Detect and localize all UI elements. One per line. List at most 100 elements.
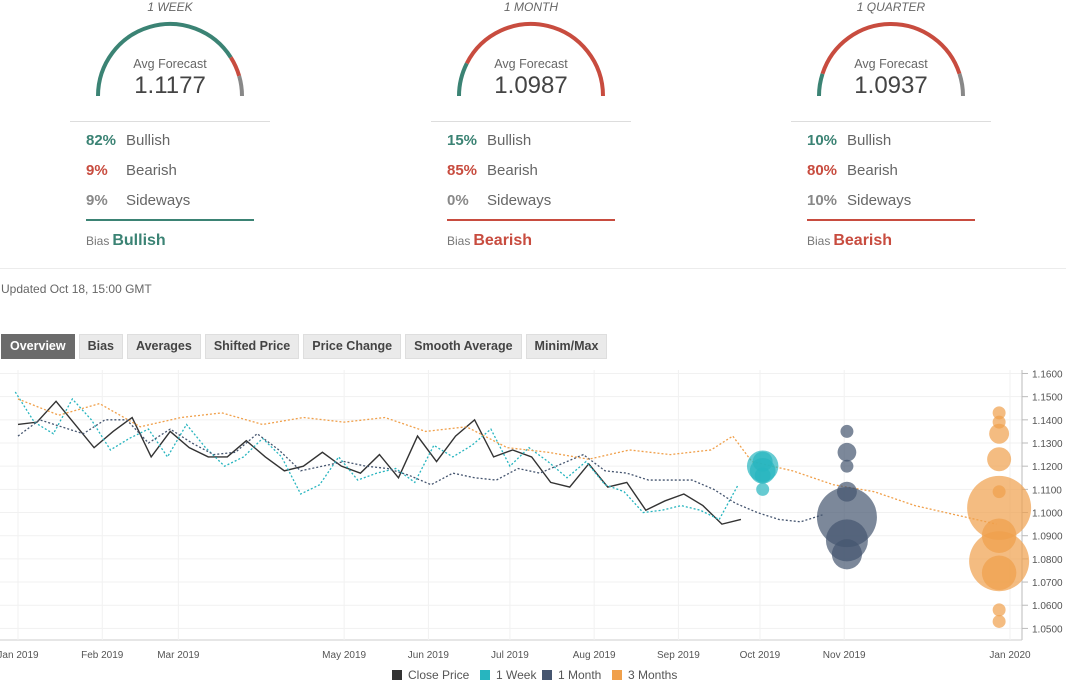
bullish-label: Bullish — [126, 132, 171, 149]
forecast-bubble — [752, 451, 773, 472]
bullish-row: 15% Bullish — [447, 132, 531, 149]
sideways-percent: 10% — [807, 192, 838, 209]
y-tick-label: 1.0500 — [1032, 624, 1063, 635]
bullish-label: Bullish — [847, 132, 892, 149]
bearish-row: 80% Bearish — [807, 162, 898, 179]
forecast-gauge — [457, 22, 605, 97]
bullish-row: 10% Bullish — [807, 132, 891, 149]
tab-averages[interactable]: Averages — [127, 334, 201, 359]
gauge-bullish-arc — [817, 73, 825, 97]
bias-value: Bullish — [112, 232, 166, 249]
y-tick-label: 1.1000 — [1032, 509, 1063, 520]
forecast-bubble — [837, 442, 857, 462]
y-tick-label: 1.1600 — [1032, 370, 1063, 380]
bearish-percent: 9% — [86, 162, 108, 179]
y-tick-label: 1.0800 — [1032, 555, 1063, 566]
forecast-bubble — [756, 482, 770, 496]
bias-label: Bias — [807, 234, 831, 248]
period-title: 1 QUARTER — [856, 0, 926, 14]
bearish-label: Bearish — [487, 162, 538, 179]
y-tick-label: 1.1300 — [1032, 439, 1063, 450]
series-line-3-months — [17, 398, 997, 525]
y-tick-label: 1.1100 — [1032, 485, 1062, 496]
avg-forecast-label: Avg Forecast — [494, 57, 568, 71]
y-tick-label: 1.1400 — [1032, 416, 1063, 427]
bias-value: Bearish — [473, 232, 533, 249]
tab-minim-max[interactable]: Minim/Max — [525, 334, 608, 359]
x-tick-label: Nov 2019 — [823, 650, 866, 661]
sideways-row: 0% Sideways — [447, 192, 551, 209]
forecast-bubble — [987, 447, 1012, 472]
sideways-row: 9% Sideways — [86, 192, 190, 209]
sideways-label: Sideways — [847, 192, 912, 209]
forecast-bubble — [754, 467, 771, 484]
bias-label: Bias — [86, 234, 110, 248]
legend-item[interactable]: 3 Months — [612, 668, 677, 681]
gauge-bullish-arc — [457, 62, 469, 97]
bearish-row: 85% Bearish — [447, 162, 538, 179]
forecast-bubble — [840, 424, 854, 438]
avg-forecast-value: 1.0937 — [854, 72, 928, 99]
bias-underline — [86, 219, 254, 221]
gauge-sideways-arc — [237, 75, 244, 97]
x-tick-label: Feb 2019 — [81, 650, 124, 661]
bearish-label: Bearish — [847, 162, 898, 179]
forecast-bubble — [840, 459, 854, 473]
forecast-bubble — [992, 614, 1006, 628]
x-tick-label: Jan 2020 — [989, 650, 1031, 661]
bearish-row: 9% Bearish — [86, 162, 177, 179]
period-title: 1 WEEK — [147, 0, 193, 14]
chart-legend: Close Price 1 Week 1 Month 3 Months — [392, 668, 677, 681]
x-tick-label: Mar 2019 — [157, 650, 200, 661]
bearish-percent: 80% — [807, 162, 838, 179]
legend-item[interactable]: 1 Month — [542, 668, 601, 681]
grid: 1.1600 1.1500 1.1400 1.1300 1.1200 1.1100 1.10… — [0, 370, 1063, 661]
bearish-percent: 85% — [447, 162, 478, 179]
tab-overview[interactable]: Overview — [1, 334, 75, 359]
forecast-gauge — [817, 22, 965, 97]
x-tick-label: May 2019 — [322, 650, 366, 661]
sideways-label: Sideways — [126, 192, 191, 209]
forecast-bubble — [981, 555, 1017, 591]
tab-smooth-average[interactable]: Smooth Average — [405, 334, 522, 359]
y-tick-label: 1.1200 — [1032, 462, 1063, 473]
y-tick-label: 1.0600 — [1032, 601, 1063, 612]
sideways-row: 10% Sideways — [807, 192, 911, 209]
bias-underline — [807, 219, 975, 221]
bullish-percent: 10% — [807, 132, 838, 149]
bullish-label: Bullish — [487, 132, 532, 149]
forecast-bubble — [831, 539, 863, 570]
bullish-percent: 15% — [447, 132, 478, 149]
section-divider — [0, 268, 1066, 269]
bullish-row: 82% Bullish — [86, 132, 170, 149]
y-tick-label: 1.0700 — [1032, 578, 1063, 589]
forecast-bubble — [967, 475, 1032, 540]
x-tick-label: Jun 2019 — [408, 650, 450, 661]
sideways-percent: 0% — [447, 192, 469, 209]
legend-item[interactable]: Close Price — [392, 668, 470, 681]
series-line-1-month — [17, 419, 823, 523]
divider — [791, 121, 991, 122]
bias-summary: Bias Bullish — [86, 232, 166, 250]
forecast-bubble — [992, 603, 1006, 617]
sideways-label: Sideways — [487, 192, 552, 209]
avg-forecast-value: 1.0987 — [494, 72, 568, 99]
gauge-bullish-arc — [96, 22, 233, 97]
tab-shifted-price[interactable]: Shifted Price — [204, 334, 300, 359]
gauge-sideways-arc — [957, 73, 965, 97]
updated-timestamp: Updated Oct 18, 15:00 GMT — [1, 282, 152, 296]
x-tick-label: Sep 2019 — [657, 650, 700, 661]
legend-swatch — [542, 670, 552, 680]
legend-label: 1 Week — [496, 668, 537, 681]
avg-forecast-value: 1.1177 — [134, 72, 206, 99]
bearish-label: Bearish — [126, 162, 177, 179]
legend-item[interactable]: 1 Week — [480, 668, 537, 681]
gauge-bearish-arc — [465, 22, 605, 97]
x-tick-label: Aug 2019 — [573, 650, 616, 661]
period-title: 1 MONTH — [504, 0, 558, 14]
tab-price-change[interactable]: Price Change — [303, 334, 402, 359]
tab-bias[interactable]: Bias — [78, 334, 123, 359]
legend-label: 1 Month — [558, 668, 601, 681]
x-tick-label: Oct 2019 — [740, 650, 781, 661]
forecast-bubble — [989, 423, 1010, 444]
